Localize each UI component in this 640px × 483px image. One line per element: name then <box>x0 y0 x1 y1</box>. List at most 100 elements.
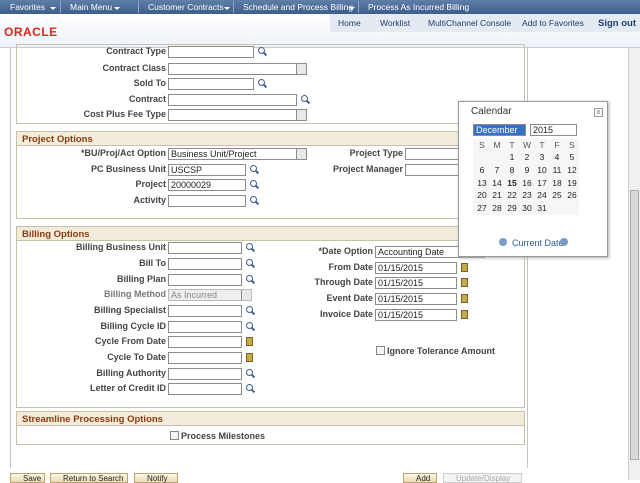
button[interactable]: Return to Search <box>50 473 128 483</box>
search-icon[interactable] <box>258 47 265 54</box>
calendar-day[interactable]: 3 <box>539 152 545 162</box>
button[interactable]: Notify <box>134 473 178 483</box>
calendar-day[interactable]: 15 <box>507 177 517 188</box>
search-icon[interactable] <box>246 322 253 329</box>
input-field[interactable] <box>168 274 242 286</box>
calendar-day[interactable]: 18 <box>552 177 562 188</box>
header-link[interactable]: Sign out <box>598 18 636 29</box>
calendar-day[interactable]: 30 <box>522 203 532 214</box>
breadcrumb[interactable]: Favorites <box>10 2 45 12</box>
input-field[interactable]: 20000029 <box>168 179 246 191</box>
calendar-day[interactable]: 28 <box>492 203 502 214</box>
input-field[interactable] <box>168 258 242 270</box>
breadcrumb[interactable]: Customer Contracts <box>148 2 224 12</box>
scroll-thumb[interactable] <box>630 190 639 460</box>
checkbox[interactable] <box>376 346 385 355</box>
prev-arrow[interactable] <box>499 238 507 246</box>
year-select[interactable]: 2015 <box>530 124 577 136</box>
search-icon[interactable] <box>250 196 257 203</box>
input-field[interactable] <box>168 368 242 380</box>
calendar-day[interactable]: 6 <box>479 164 485 175</box>
search-icon[interactable] <box>246 384 253 391</box>
breadcrumb[interactable]: Schedule and Process Billing <box>243 2 354 12</box>
button[interactable]: Save <box>10 473 45 483</box>
calendar-day[interactable]: 24 <box>537 190 547 201</box>
calendar-day[interactable]: 20 <box>477 190 487 201</box>
calendar-icon[interactable] <box>246 353 253 362</box>
input-field[interactable] <box>168 195 246 207</box>
calendar-day[interactable]: 16 <box>522 177 532 188</box>
calendar-day[interactable]: 22 <box>507 190 517 201</box>
weekday: F <box>554 140 560 150</box>
calendar-day[interactable]: 12 <box>567 164 577 175</box>
search-icon[interactable] <box>246 259 253 266</box>
calendar-day[interactable]: 14 <box>492 177 502 188</box>
button[interactable]: Add <box>403 473 437 483</box>
checkbox[interactable] <box>170 431 179 440</box>
input-field[interactable] <box>168 305 242 317</box>
search-icon[interactable] <box>258 79 265 86</box>
calendar-icon[interactable] <box>461 310 468 319</box>
search-icon[interactable] <box>246 243 253 250</box>
input-field[interactable]: 01/15/2015 <box>375 262 457 274</box>
input-field[interactable]: 01/15/2015 <box>375 309 457 321</box>
input-field[interactable] <box>168 78 254 90</box>
calendar-day[interactable]: 2 <box>524 152 530 162</box>
calendar-day[interactable]: 7 <box>494 164 500 175</box>
header-link[interactable]: Home <box>338 18 361 28</box>
calendar-day[interactable]: 9 <box>524 164 530 175</box>
header-link[interactable]: Worklist <box>380 18 411 28</box>
field-label: Activity <box>133 195 166 205</box>
input-field[interactable] <box>168 46 254 58</box>
input-field[interactable] <box>168 336 242 348</box>
dropdown[interactable]: As Incurred <box>168 289 252 301</box>
calendar-day[interactable]: 31 <box>537 203 547 214</box>
dropdown[interactable] <box>168 63 307 75</box>
search-icon[interactable] <box>250 165 257 172</box>
input-field[interactable]: USCSP <box>168 164 246 176</box>
calendar-day[interactable]: 25 <box>552 190 562 201</box>
breadcrumb[interactable]: Process As Incurred Billing <box>368 2 470 12</box>
calendar-icon[interactable] <box>246 337 253 346</box>
calendar-day[interactable]: 27 <box>477 203 487 214</box>
calendar-day[interactable]: 1 <box>509 152 515 162</box>
input-field[interactable] <box>168 242 242 254</box>
calendar-day[interactable]: 29 <box>507 203 517 214</box>
current-date-link[interactable]: Current Date <box>512 238 564 248</box>
button[interactable]: Update/Display <box>443 473 522 483</box>
search-icon[interactable] <box>246 275 253 282</box>
search-icon[interactable] <box>301 95 308 102</box>
next-arrow[interactable] <box>560 238 568 246</box>
calendar-day[interactable]: 21 <box>492 190 502 201</box>
calendar-day[interactable]: 19 <box>567 177 577 188</box>
calendar-day[interactable]: 5 <box>569 152 575 162</box>
calendar-icon[interactable] <box>461 263 468 272</box>
header-link[interactable]: MultiChannel Console <box>428 18 512 28</box>
calendar-day[interactable]: 26 <box>567 190 577 201</box>
calendar-day[interactable]: 8 <box>509 164 515 175</box>
header-link[interactable]: Add to Favorites <box>522 18 584 28</box>
input-field[interactable]: 01/15/2015 <box>375 293 457 305</box>
input-field[interactable] <box>168 94 297 106</box>
calendar-day[interactable]: 17 <box>537 177 547 188</box>
calendar-day[interactable]: 11 <box>552 164 562 175</box>
search-icon[interactable] <box>246 369 253 376</box>
calendar-icon[interactable] <box>461 294 468 303</box>
calendar-day[interactable]: 4 <box>554 152 560 162</box>
calendar-icon[interactable] <box>461 278 468 287</box>
month-select[interactable]: December <box>473 124 526 136</box>
dropdown[interactable]: Business Unit/Project <box>168 148 307 160</box>
close-button[interactable]: x <box>594 108 603 117</box>
input-field[interactable] <box>168 383 242 395</box>
breadcrumb[interactable]: Main Menu <box>70 2 113 12</box>
calendar-day[interactable]: 13 <box>477 177 487 188</box>
input-field[interactable] <box>168 321 242 333</box>
input-field[interactable]: 01/15/2015 <box>375 277 457 289</box>
scrollbar[interactable] <box>628 48 640 480</box>
calendar-day[interactable]: 10 <box>537 164 547 175</box>
calendar-day[interactable]: 23 <box>522 190 532 201</box>
search-icon[interactable] <box>250 180 257 187</box>
input-field[interactable] <box>168 352 242 364</box>
dropdown[interactable] <box>168 109 307 121</box>
search-icon[interactable] <box>246 306 253 313</box>
